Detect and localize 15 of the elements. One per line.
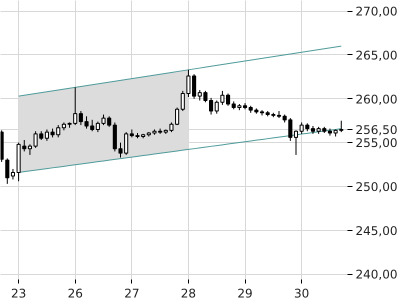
x-tick-label: 26 — [68, 286, 83, 300]
y-tick-label: 250,00 — [356, 180, 398, 194]
y-tick-label: 256,50 — [356, 122, 398, 137]
x-tick-label: 23 — [10, 286, 26, 300]
line-series — [18, 46, 342, 97]
y-tick-label: 270,00 — [356, 4, 398, 19]
y-tick-label: 245,00 — [356, 224, 398, 238]
x-tick-label: 29 — [237, 286, 253, 300]
y-tick-label: 265,00 — [356, 48, 398, 62]
x-tick-label: 27 — [124, 286, 140, 300]
y-tick-label: 255,00 — [356, 136, 398, 150]
x-tick-label: 30 — [294, 286, 310, 300]
y-tick-label: 260,00 — [356, 92, 398, 106]
y-tick-label: 240,00 — [356, 268, 398, 282]
x-tick-label: 28 — [180, 286, 196, 300]
